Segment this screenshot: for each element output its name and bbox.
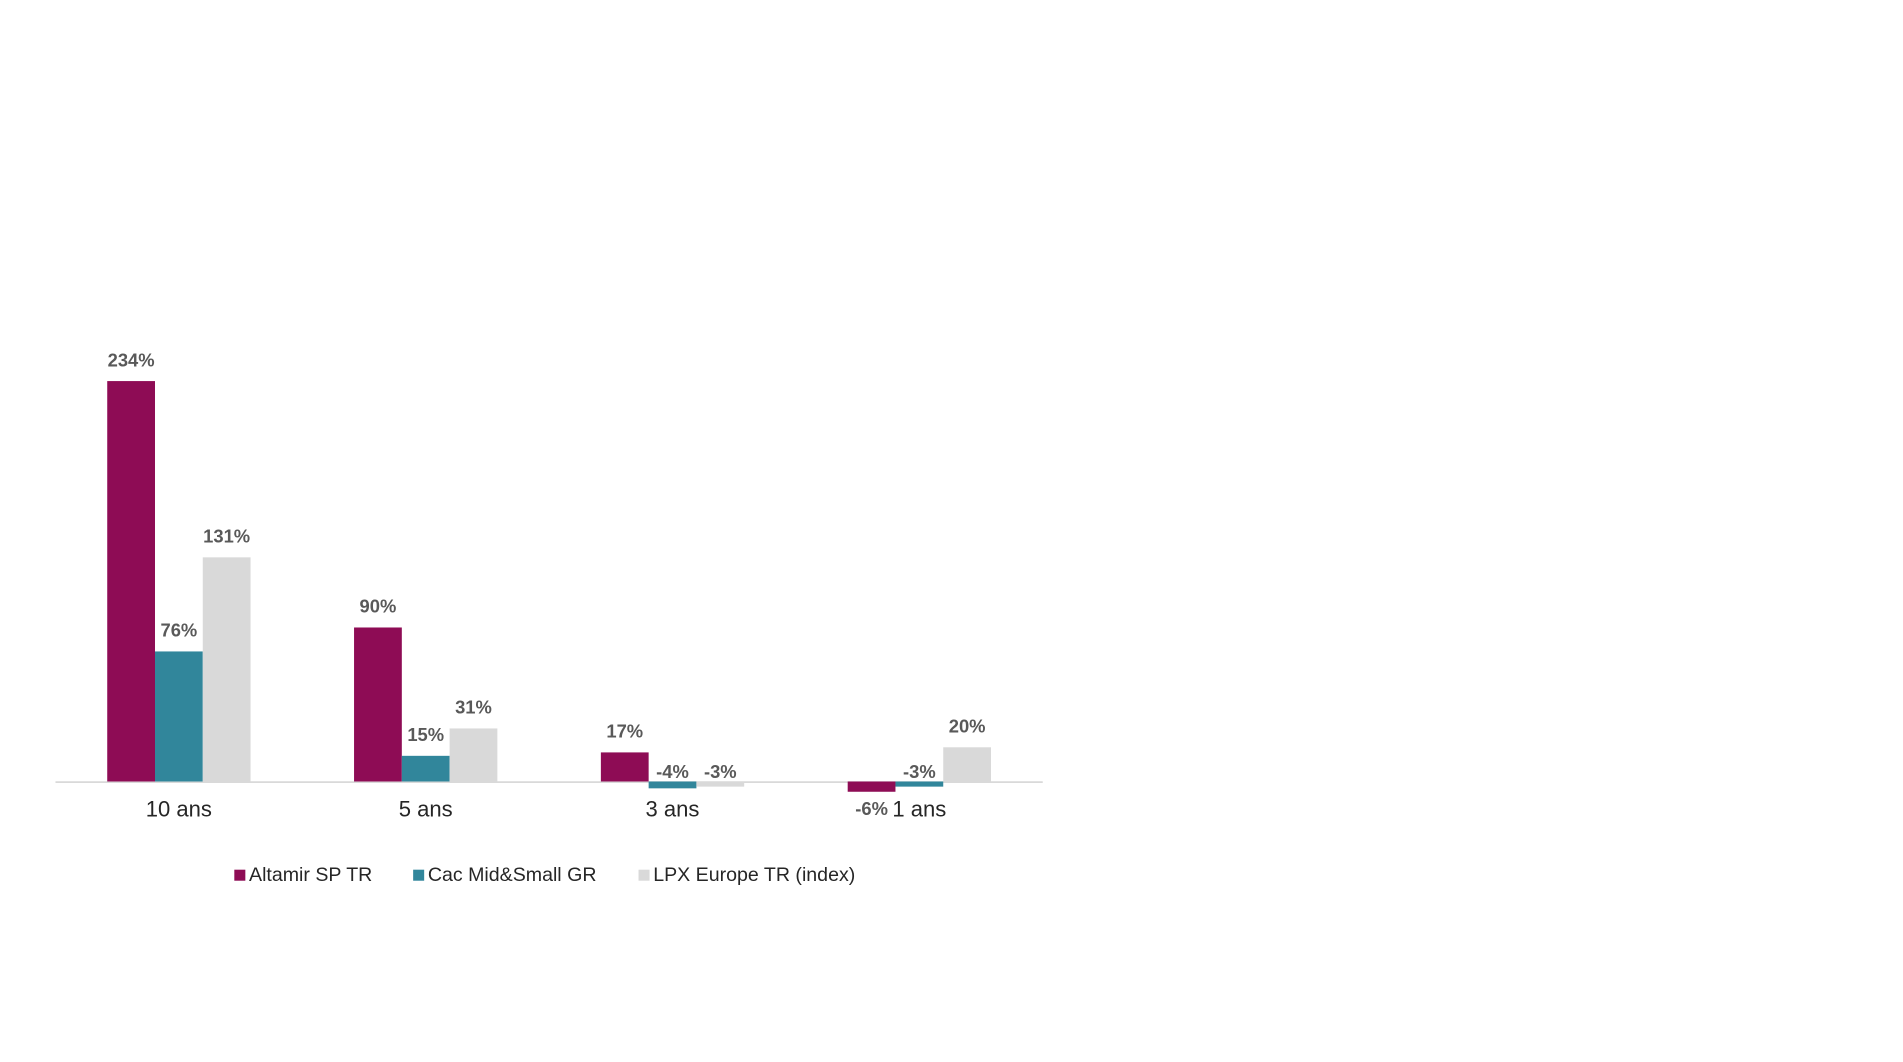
bar xyxy=(847,781,896,792)
bar xyxy=(449,728,498,782)
legend-swatch xyxy=(234,869,246,881)
legend-swatch xyxy=(413,869,425,881)
bar xyxy=(600,752,649,782)
data-label: -6% xyxy=(855,798,888,819)
data-label: 20% xyxy=(949,716,986,737)
data-label: -4% xyxy=(656,761,689,782)
bar xyxy=(943,747,992,782)
legend-label: Altamir SP TR xyxy=(249,864,372,886)
x-tick-label: 5 ans xyxy=(399,797,453,822)
bar xyxy=(155,651,203,782)
bar xyxy=(401,755,450,782)
data-label: 234% xyxy=(108,349,155,370)
data-label: 131% xyxy=(203,526,250,547)
legend-label: LPX Europe TR (index) xyxy=(653,864,855,886)
bar xyxy=(202,557,251,782)
legend-swatch xyxy=(638,869,650,881)
data-label: 17% xyxy=(606,721,643,742)
bar xyxy=(696,781,745,787)
data-label: 90% xyxy=(360,596,397,617)
x-tick-label: 3 ans xyxy=(646,797,700,822)
data-label: -3% xyxy=(704,761,737,782)
bar xyxy=(895,781,944,787)
legend-label: Cac Mid&Small GR xyxy=(428,864,597,886)
data-label: 76% xyxy=(161,620,198,641)
data-label: 15% xyxy=(407,724,444,745)
x-tick-label: 10 ans xyxy=(146,797,212,822)
data-label: -3% xyxy=(903,761,936,782)
bar xyxy=(354,627,402,782)
bar xyxy=(648,781,697,789)
data-label: 31% xyxy=(455,697,492,718)
bar xyxy=(107,381,155,782)
x-tick-label: 1 ans xyxy=(892,797,946,822)
